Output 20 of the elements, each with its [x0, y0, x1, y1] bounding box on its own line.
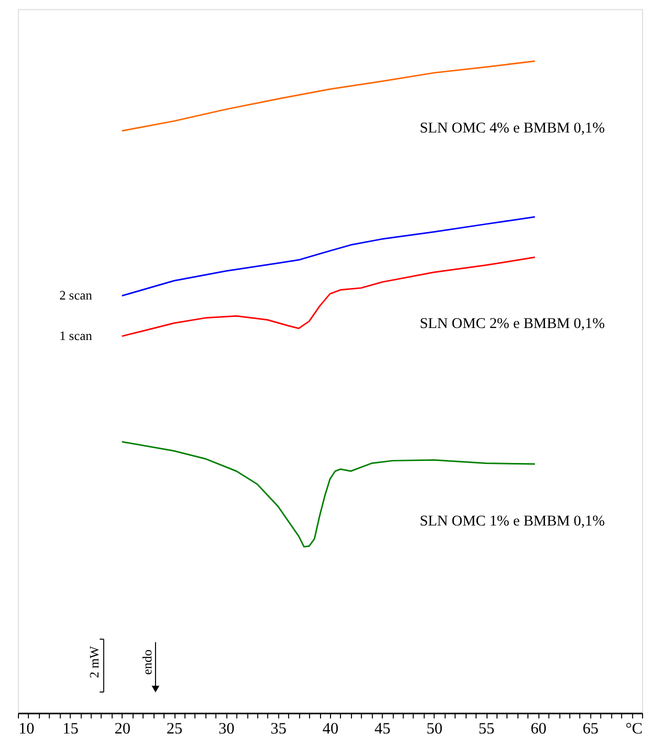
- text: 2 scan: [59, 288, 93, 303]
- annotation: SLN OMC 1% e BMBM 0,1%: [420, 514, 605, 530]
- x-tick-label: 15: [62, 720, 78, 738]
- text: 1 scan: [59, 328, 93, 344]
- annotation: SLN OMC 4% e BMBM 0,1%: [420, 120, 605, 137]
- x-tick-label: 10: [18, 720, 34, 738]
- x-tick-label: 35: [270, 720, 286, 738]
- x-tick-label: 50: [426, 720, 443, 738]
- x-tick-label: 20: [114, 720, 130, 738]
- x-tick-label: 40: [322, 720, 338, 738]
- x-tick-label: 55: [478, 720, 495, 738]
- annotation: endo: [140, 650, 155, 675]
- annotation: SLN OMC 2% e BMBM 0,1%: [420, 316, 605, 332]
- x-tick-label: 60: [530, 720, 547, 738]
- x-tick-label: 45: [374, 720, 391, 738]
- annotation: 2 mW: [86, 645, 102, 678]
- x-tick-label: 65: [582, 720, 599, 738]
- x-tick-label: 30: [218, 720, 234, 738]
- x-tick-label: °C: [626, 720, 643, 738]
- x-tick-label: 25: [166, 720, 182, 738]
